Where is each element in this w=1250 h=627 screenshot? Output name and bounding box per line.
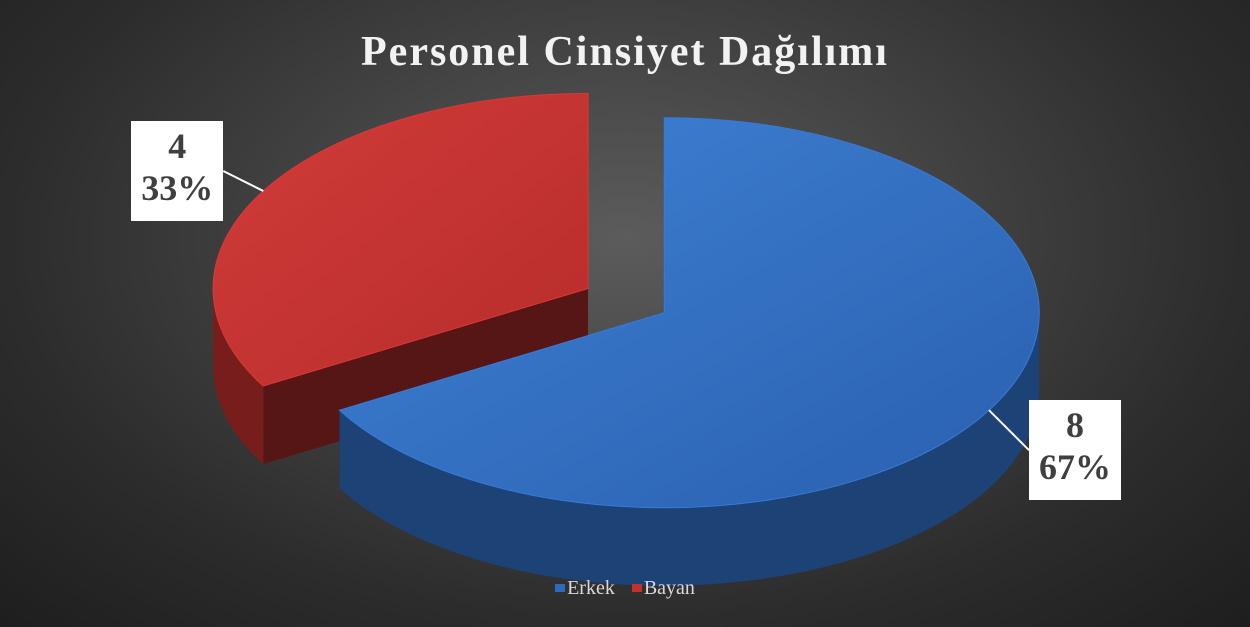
data-label-percent-bayan: 33% [141,168,214,208]
slice-top-bayan [212,92,589,387]
slice-rim-erkek [339,312,1040,586]
legend-label-bayan: Bayan [643,577,695,599]
data-label-bayan: 4 33% [131,121,224,221]
legend-label-erkek: Erkek [567,577,615,599]
leader-line-erkek [988,409,1030,451]
data-label-erkek: 8 67% [1029,400,1121,501]
slice-rim-bayan [213,288,264,464]
leader-line-bayan [222,170,264,192]
data-label-value-erkek: 8 [1066,405,1084,446]
legend-item-erkek[interactable]: Erkek [555,577,615,600]
pie-slice-erkek[interactable] [338,117,1040,586]
slice-top-erkek [338,117,1040,509]
legend-swatch-erkek [555,584,566,592]
legend: Erkek Bayan [0,577,1250,600]
legend-swatch-bayan [631,584,642,592]
data-label-value-bayan: 4 [168,126,187,166]
legend-item-bayan[interactable]: Bayan [631,577,695,600]
data-label-percent-erkek: 67% [1039,447,1111,488]
chart-title: Personel Cinsiyet Dağılımı [361,29,889,75]
